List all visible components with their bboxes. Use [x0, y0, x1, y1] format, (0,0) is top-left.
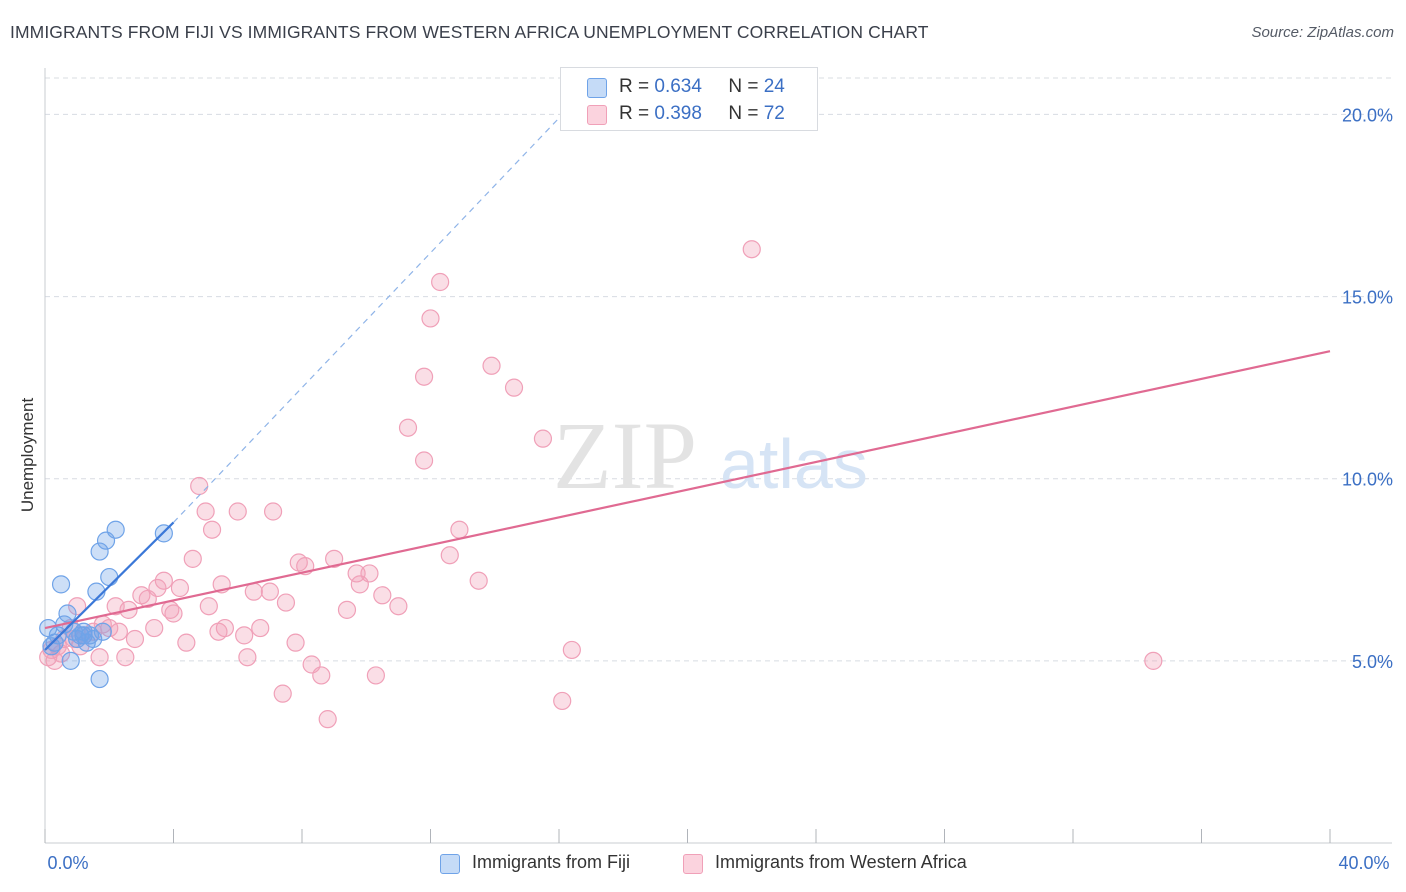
r-value-wafrica: 0.398 — [654, 103, 702, 124]
wafrica-point — [51, 644, 71, 663]
n-label: N = — [728, 103, 764, 124]
wafrica-point — [125, 629, 145, 649]
wafrica-point — [562, 640, 581, 660]
wafrica-point — [145, 618, 164, 638]
watermark: ZIP atlas — [553, 402, 868, 509]
n-label: N = — [728, 76, 764, 97]
wafrica-point — [366, 666, 385, 685]
wafrica-point — [312, 666, 331, 685]
fiji-point — [90, 669, 109, 689]
n-value-fiji: 24 — [763, 76, 785, 97]
fiji-trend-extension — [173, 117, 560, 523]
fiji-point — [74, 622, 93, 641]
wafrica-point — [553, 691, 572, 711]
wafrica-point — [450, 520, 469, 539]
wafrica-legend-swatch — [683, 854, 703, 874]
wafrica-point — [251, 618, 270, 638]
wafrica-trend-line — [44, 350, 1331, 630]
y-tick-label: 15.0% — [1342, 288, 1393, 308]
fiji-point — [100, 567, 119, 587]
wafrica-point — [276, 593, 296, 612]
wafrica-point — [45, 651, 64, 670]
fiji-point — [84, 629, 103, 649]
wafrica-point — [469, 571, 488, 590]
wafrica-point — [116, 648, 135, 667]
wafrica-point — [360, 564, 379, 583]
wafrica-point — [190, 476, 209, 496]
tick-labels: 5.0% 10.0% 15.0% 20.0% 0.0% 40.0% — [47, 105, 1393, 873]
fiji-point — [93, 622, 112, 641]
wafrica-point — [68, 597, 87, 616]
x-tick-label-max: 40.0% — [1338, 853, 1389, 873]
fiji-legend-swatch — [440, 854, 460, 874]
y-tick-label: 10.0% — [1342, 470, 1393, 490]
wafrica-point — [170, 578, 190, 598]
wafrica-point — [482, 356, 501, 375]
axes — [44, 68, 1392, 844]
trend-lines — [44, 117, 1331, 651]
wafrica-point — [347, 564, 366, 583]
wafrica-point — [199, 597, 218, 616]
wafrica-point — [431, 272, 450, 292]
wafrica-point — [337, 600, 357, 619]
y-tick-label: 5.0% — [1352, 652, 1393, 672]
wafrica-point — [286, 633, 305, 652]
wafrica-point — [238, 648, 257, 667]
wafrica-point — [196, 502, 215, 521]
wafrica-point — [244, 582, 263, 601]
wafrica-point — [1144, 651, 1163, 670]
watermark-zip: ZIP — [553, 402, 697, 509]
wafrica-point — [215, 618, 234, 638]
legend-label-wafrica: Immigrants from Western Africa — [715, 852, 967, 872]
wafrica-point — [202, 520, 222, 539]
wafrica-point — [260, 582, 279, 601]
wafrica-point — [148, 578, 167, 598]
wafrica-point — [440, 546, 459, 565]
wafrica-point — [177, 633, 196, 652]
r-value-fiji: 0.634 — [654, 76, 702, 97]
wafrica-point — [742, 240, 761, 259]
wafrica-point — [533, 429, 553, 448]
r-label: R = — [619, 103, 655, 124]
wafrica-point — [414, 451, 434, 470]
wafrica-point — [389, 597, 408, 616]
wafrica-point — [109, 622, 128, 641]
r-label: R = — [619, 76, 655, 97]
wafrica-point — [228, 502, 247, 521]
fiji-point — [51, 575, 71, 594]
fiji-point — [90, 542, 109, 561]
wafrica-point — [414, 367, 434, 386]
wafrica-point — [154, 571, 173, 590]
chart-title: IMMIGRANTS FROM FIJI VS IMMIGRANTS FROM … — [10, 22, 929, 42]
wafrica-point — [273, 684, 292, 703]
chart-legend: Immigrants from Fiji Immigrants from Wes… — [0, 852, 1406, 878]
wafrica-point — [373, 586, 392, 605]
wafrica-swatch — [587, 105, 607, 125]
stats-legend-box: R = 0.634 N = 24 R = 0.398 N = 72 — [560, 67, 818, 131]
wafrica-point — [263, 502, 283, 521]
wafrica-point — [504, 378, 524, 397]
wafrica-point — [421, 309, 440, 328]
watermark-atlas: atlas — [720, 425, 868, 503]
fiji-point — [106, 520, 125, 539]
wafrica-point — [183, 549, 202, 568]
fiji-swatch — [587, 78, 607, 98]
legend-label-fiji: Immigrants from Fiji — [472, 852, 631, 872]
wafrica-point — [398, 418, 418, 437]
x-tick-label-min: 0.0% — [47, 853, 88, 873]
source-label: Source: ZipAtlas.com — [1251, 24, 1394, 41]
wafrica-point — [325, 549, 344, 568]
y-tick-label: 20.0% — [1342, 105, 1393, 125]
fiji-point — [58, 604, 77, 623]
wafrica-point — [318, 710, 337, 729]
fiji-trend-line — [44, 521, 175, 651]
gridlines — [45, 77, 1392, 662]
wafrica-point — [235, 626, 254, 645]
wafrica-point — [90, 648, 109, 667]
fiji-point — [61, 651, 80, 670]
wafrica-point — [164, 604, 183, 623]
n-value-wafrica: 72 — [763, 103, 785, 124]
